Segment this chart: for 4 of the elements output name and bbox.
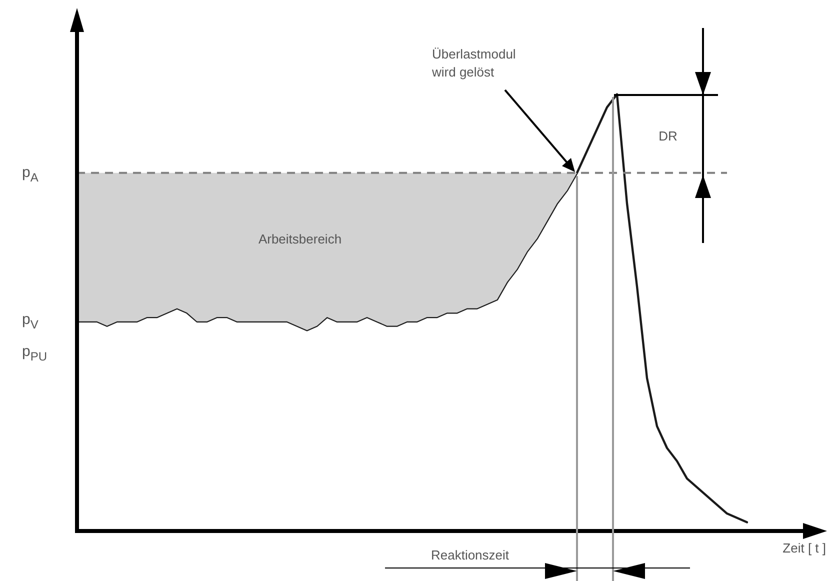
annotation: Arbeitsbereich bbox=[258, 232, 342, 247]
x-axis-title: Zeit [ t ] bbox=[782, 540, 826, 556]
text: Reaktionszeit bbox=[430, 548, 510, 563]
text: Überlastmodul wird gelöst bbox=[431, 46, 516, 80]
